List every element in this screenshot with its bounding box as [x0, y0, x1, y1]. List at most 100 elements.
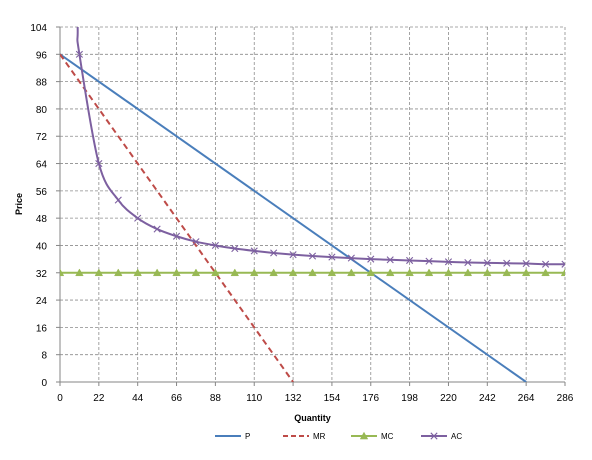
data-point-ac — [464, 258, 472, 267]
data-point-ac — [289, 251, 297, 259]
data-point-mc — [288, 268, 298, 277]
data-point-mc — [152, 268, 162, 277]
x-tick-label: 220 — [440, 393, 457, 404]
data-point-mc — [405, 268, 414, 277]
x-marker-stroke — [483, 259, 491, 267]
y-axis-title: Price — [14, 193, 24, 215]
x-marker-stroke — [425, 257, 433, 265]
x-marker-stroke — [406, 256, 414, 265]
series-mr — [60, 53, 294, 382]
legend: P MR MC AC — [215, 431, 462, 441]
legend-label-mr: MR — [313, 432, 326, 441]
x-marker-stroke — [464, 258, 472, 267]
data-point-mc — [560, 268, 565, 277]
data-point-mc — [444, 268, 453, 277]
axes — [56, 26, 566, 386]
data-series — [60, 27, 565, 382]
legend-item-p: P — [215, 432, 250, 441]
x-tick-label: 264 — [518, 393, 535, 404]
data-point-mc — [308, 268, 317, 277]
legend-label-p: P — [245, 432, 250, 441]
x-marker-stroke — [561, 260, 565, 266]
x-marker-stroke — [347, 254, 355, 262]
x-tick-label: 66 — [171, 393, 183, 404]
data-point-ac — [172, 232, 181, 240]
data-point-ac — [75, 50, 84, 58]
x-tick-label: 154 — [324, 393, 341, 404]
legend-marker-ac — [430, 432, 438, 440]
x-marker-stroke — [522, 259, 530, 268]
x-marker-stroke — [134, 214, 142, 222]
x-marker-stroke — [153, 225, 161, 233]
data-point-mc — [347, 268, 356, 277]
data-point-ac — [192, 238, 200, 246]
data-point-ac — [250, 247, 258, 255]
data-point-ac — [425, 257, 433, 265]
data-point-mc — [327, 268, 337, 277]
x-marker-stroke — [503, 259, 511, 267]
data-point-mc — [60, 268, 65, 277]
x-tick-label: 286 — [557, 393, 574, 404]
data-point-ac — [561, 260, 565, 268]
x-tick-label: 88 — [210, 393, 222, 404]
data-point-ac — [211, 241, 219, 250]
data-point-ac — [503, 259, 511, 267]
data-point-mc — [502, 268, 511, 277]
data-point-ac — [367, 255, 375, 263]
data-point-mc — [230, 268, 240, 277]
x-marker-stroke — [172, 232, 181, 240]
y-tick-label: 104 — [30, 23, 47, 34]
x-marker-stroke — [367, 255, 375, 263]
data-point-ac — [483, 259, 491, 267]
data-point-mc — [424, 268, 434, 277]
series-p — [60, 53, 527, 382]
x-marker-stroke — [430, 432, 438, 440]
x-marker-stroke — [386, 256, 394, 264]
data-point-ac — [347, 254, 355, 262]
legend-item-mc: MC — [351, 431, 394, 441]
x-marker-stroke — [192, 238, 200, 246]
x-marker-stroke — [541, 260, 550, 268]
y-tick-label: 80 — [36, 105, 48, 116]
y-tick-label: 88 — [36, 78, 48, 89]
data-point-ac — [522, 259, 530, 268]
data-point-ac — [231, 244, 239, 253]
data-point-ac — [328, 253, 336, 261]
data-point-mc — [521, 268, 531, 277]
data-point-ac — [444, 258, 453, 266]
y-tick-label: 48 — [36, 214, 48, 225]
x-marker-stroke — [231, 244, 239, 253]
y-tick-label: 8 — [41, 351, 47, 362]
x-marker-stroke — [211, 241, 219, 250]
legend-label-ac: AC — [451, 432, 462, 441]
data-point-mc — [250, 268, 259, 277]
x-tick-label: 198 — [401, 393, 418, 404]
x-marker-stroke — [114, 196, 122, 204]
legend-marker-mc — [359, 431, 369, 440]
x-tick-label: 22 — [93, 393, 105, 404]
x-marker-stroke — [95, 159, 103, 168]
data-point-ac — [270, 249, 278, 257]
x-marker-stroke — [270, 249, 278, 257]
gridlines — [60, 26, 566, 382]
series-line-mr — [60, 53, 294, 382]
x-tick-label: 44 — [132, 393, 144, 404]
x-marker-stroke — [75, 50, 84, 58]
data-point-ac — [95, 159, 103, 168]
y-tick-label: 72 — [36, 132, 48, 143]
data-point-ac — [308, 252, 317, 260]
y-tick-label: 96 — [36, 50, 48, 61]
legend-item-mr: MR — [283, 432, 326, 441]
series-mc — [60, 268, 565, 277]
x-marker-stroke — [289, 251, 297, 259]
x-tick-label: 242 — [479, 393, 496, 404]
x-tick-label: 0 — [57, 393, 63, 404]
data-point-mc — [75, 268, 84, 277]
data-point-mc — [483, 268, 492, 277]
y-tick-label: 24 — [36, 296, 48, 307]
data-point-mc — [541, 268, 550, 277]
data-point-mc — [366, 268, 375, 277]
